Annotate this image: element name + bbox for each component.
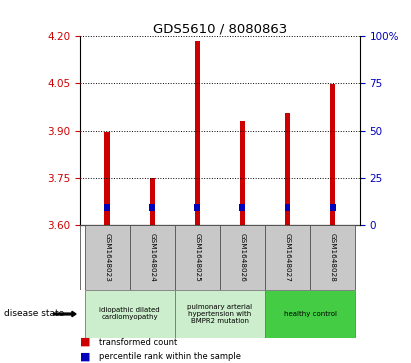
Bar	[284, 204, 291, 211]
Text: ■: ■	[80, 351, 91, 361]
Bar	[194, 204, 200, 211]
Bar	[195, 41, 200, 225]
Bar	[240, 204, 245, 211]
Bar	[149, 204, 155, 211]
Bar	[104, 204, 110, 211]
Text: GSM1648024: GSM1648024	[149, 233, 155, 282]
Bar	[220, 225, 265, 290]
Text: disease state: disease state	[4, 310, 65, 318]
Text: percentile rank within the sample: percentile rank within the sample	[99, 352, 240, 361]
Bar	[85, 225, 130, 290]
Bar	[330, 84, 335, 225]
Bar	[104, 132, 110, 225]
Text: ■: ■	[80, 337, 91, 347]
Bar	[85, 290, 175, 338]
Text: pulmonary arterial
hypertension with
BMPR2 mutation: pulmonary arterial hypertension with BMP…	[187, 304, 252, 324]
Text: GSM1648023: GSM1648023	[104, 233, 110, 282]
Bar	[175, 290, 265, 338]
Text: GSM1648028: GSM1648028	[330, 233, 335, 282]
Text: healthy control: healthy control	[284, 311, 337, 317]
Bar	[330, 204, 335, 211]
Text: GSM1648025: GSM1648025	[194, 233, 200, 282]
Bar	[130, 225, 175, 290]
Bar	[240, 121, 245, 225]
Text: GSM1648026: GSM1648026	[240, 233, 245, 282]
Bar	[285, 113, 290, 225]
Bar	[150, 179, 155, 225]
Text: GSM1648027: GSM1648027	[284, 233, 291, 282]
Bar	[265, 290, 355, 338]
Bar	[175, 225, 220, 290]
Text: transformed count: transformed count	[99, 338, 177, 347]
Bar	[310, 225, 355, 290]
Bar	[265, 225, 310, 290]
Title: GDS5610 / 8080863: GDS5610 / 8080863	[153, 22, 287, 35]
Text: idiopathic dilated
cardiomyopathy: idiopathic dilated cardiomyopathy	[99, 307, 160, 321]
